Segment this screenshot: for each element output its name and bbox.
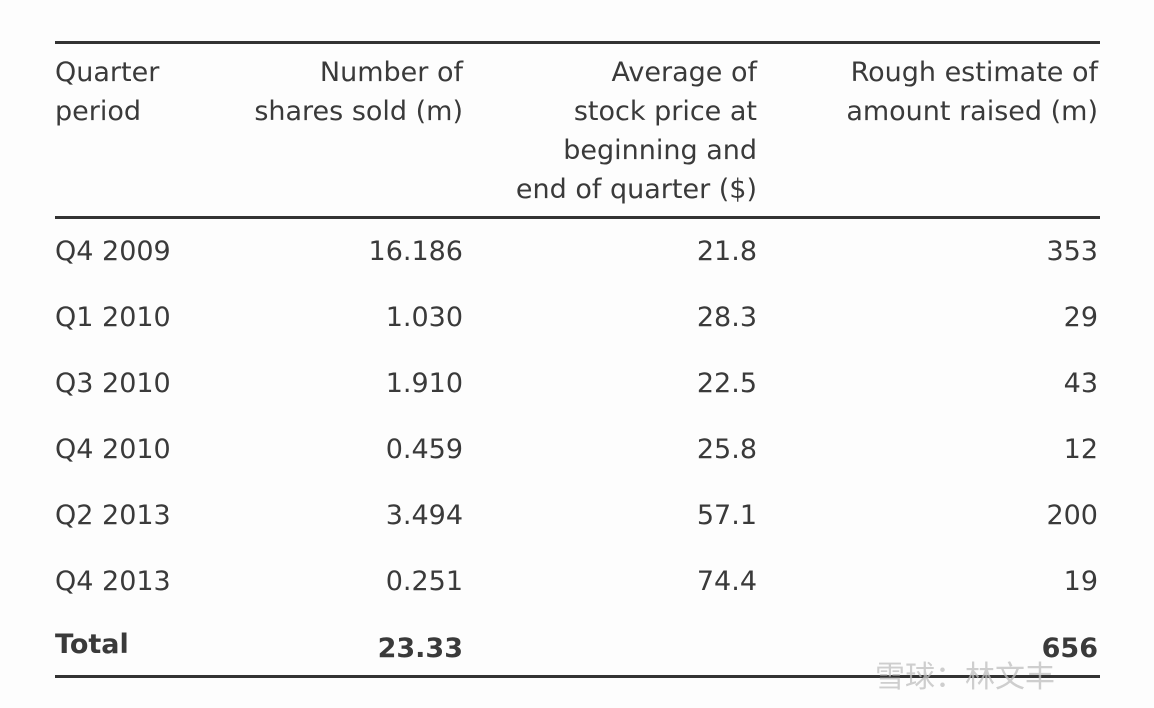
bottom-rule xyxy=(55,675,1100,678)
cell: 21.8 xyxy=(696,236,757,267)
header-rule xyxy=(55,216,1100,219)
cell: 12 xyxy=(1063,434,1098,465)
header-cell: Average of xyxy=(611,57,757,88)
row-label: Q1 2010 xyxy=(55,302,171,333)
cell: 28.3 xyxy=(696,302,757,333)
cell: 25.8 xyxy=(696,434,757,465)
cell: 43 xyxy=(1063,368,1098,399)
row-label: Q4 2013 xyxy=(55,566,171,597)
header-cell: Number of xyxy=(319,57,463,88)
header-cell: stock price at xyxy=(573,96,757,127)
header-cell: Rough estimate of xyxy=(850,57,1098,88)
header-cell: shares sold (m) xyxy=(254,96,463,127)
header-cell: period xyxy=(55,96,142,127)
row-label: Q4 2010 xyxy=(55,434,171,465)
cell: 29 xyxy=(1063,302,1098,333)
header-cell: beginning and xyxy=(563,135,757,166)
header-cell: Quarter xyxy=(55,57,160,88)
cell: 19 xyxy=(1063,566,1098,597)
cell: 57.1 xyxy=(696,500,757,531)
header-cell: end of quarter ($) xyxy=(515,174,757,205)
row-label: Q3 2010 xyxy=(55,368,171,399)
total-cell: 656 xyxy=(1041,633,1098,664)
cell: 353 xyxy=(1046,236,1098,267)
cell: 0.251 xyxy=(385,566,463,597)
total-label: Total xyxy=(55,629,129,660)
cell: 1.910 xyxy=(385,368,463,399)
cell: 3.494 xyxy=(385,500,463,531)
watermark: 雪球：林文丰 xyxy=(875,660,1055,695)
cell: 74.4 xyxy=(696,566,757,597)
row-label: Q4 2009 xyxy=(55,236,171,267)
header-cell: amount raised (m) xyxy=(846,96,1098,127)
top-rule xyxy=(55,41,1100,44)
row-label: Q2 2013 xyxy=(55,500,171,531)
total-cell: 23.33 xyxy=(377,633,463,664)
cell: 1.030 xyxy=(385,302,463,333)
cell: 22.5 xyxy=(696,368,757,399)
cell: 16.186 xyxy=(368,236,463,267)
cell: 200 xyxy=(1046,500,1098,531)
cell: 0.459 xyxy=(385,434,463,465)
